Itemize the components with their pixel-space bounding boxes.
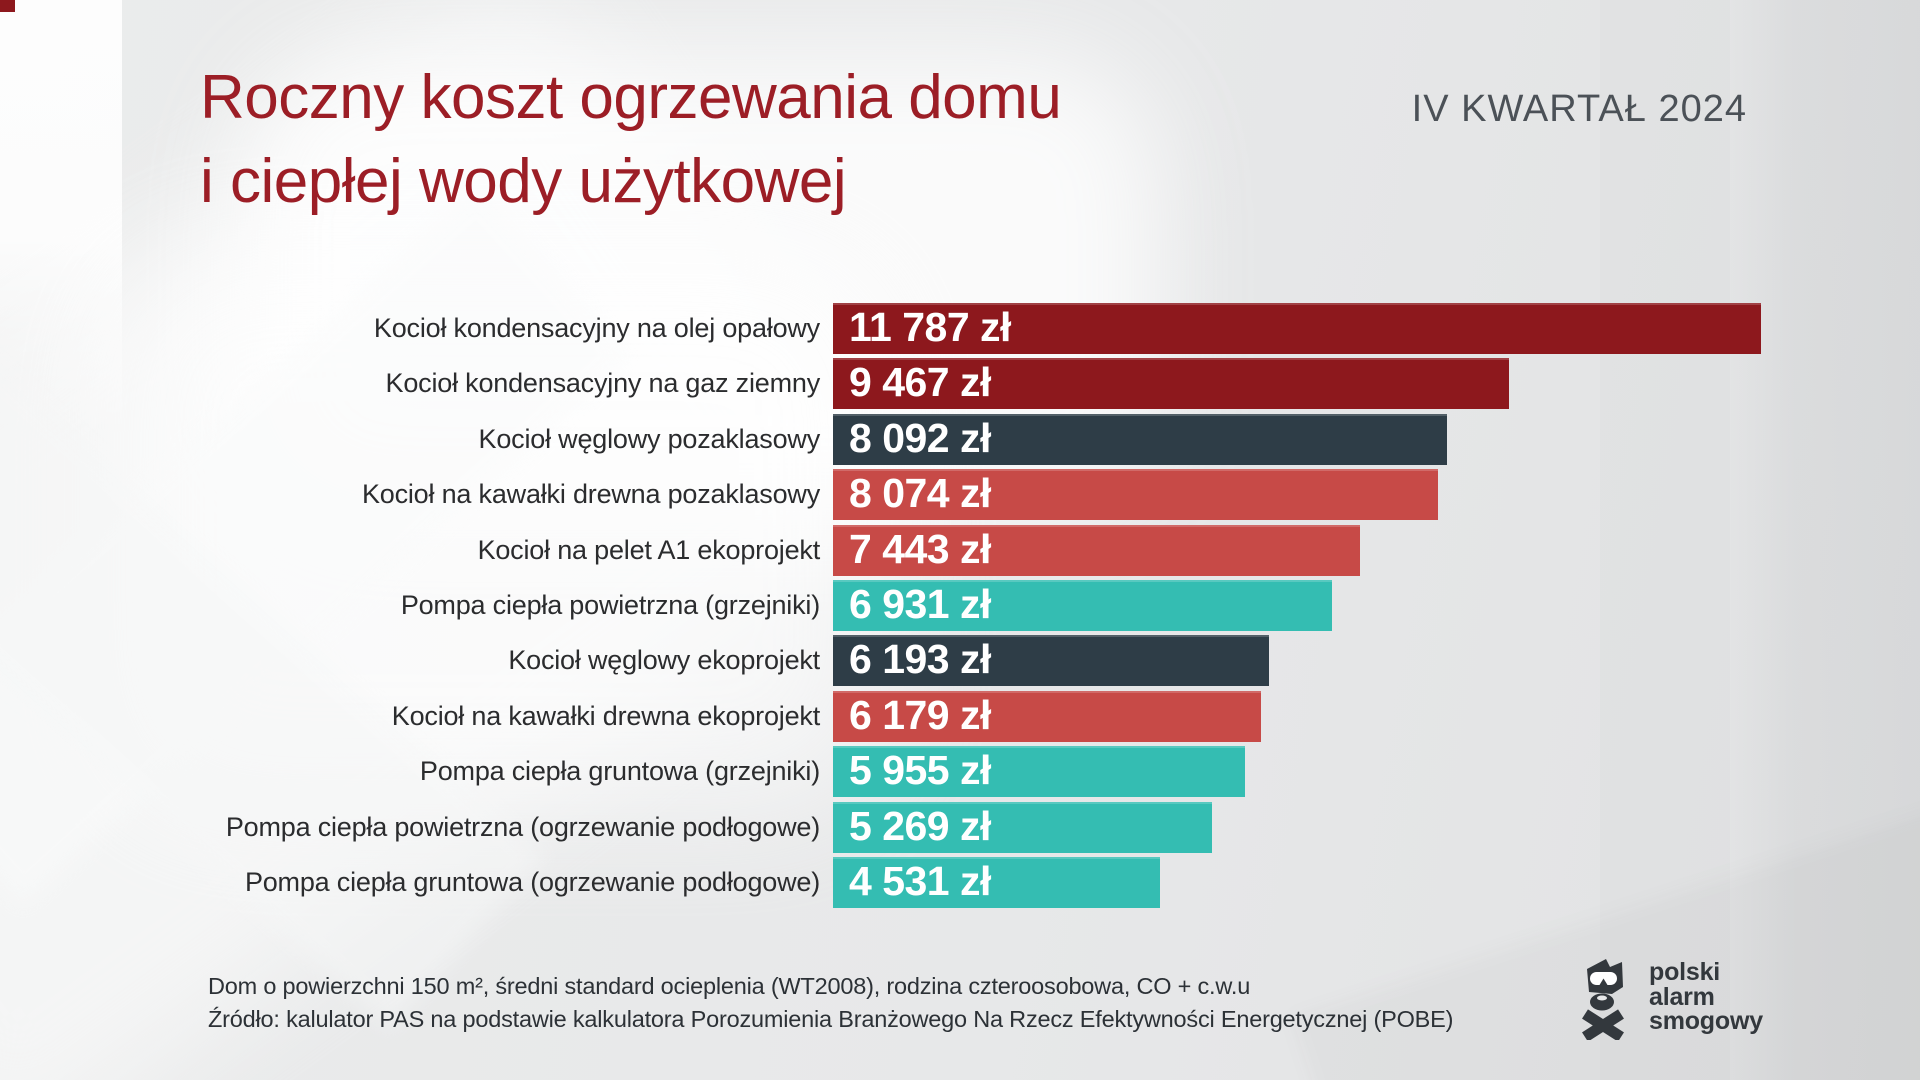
bar-value-label: 6 193 zł [849, 636, 991, 683]
bar-category-label: Pompa ciepła gruntowa (grzejniki) [419, 756, 820, 787]
bar-category-label: Kocioł kondensacyjny na gaz ziemny [385, 368, 821, 399]
bar-value-label: 6 179 zł [849, 691, 991, 738]
bar: 8 074 zł [833, 469, 1438, 521]
period-label: IV KWARTAŁ 2024 [1411, 88, 1747, 130]
gas-mask-skull-crossbones-icon [1582, 959, 1624, 1040]
bar: 6 193 zł [833, 635, 1269, 687]
bar-category-label: Kocioł węglowy ekoprojekt [508, 645, 820, 676]
brand-logo-line-3: smogowy [1649, 1007, 1763, 1035]
bar-category-label: Pompa ciepła powietrzna (ogrzewanie podł… [225, 811, 820, 842]
footnote: Dom o powierzchni 150 m², średni standar… [208, 970, 1453, 1036]
chart-row: Kocioł na pelet A1 ekoprojekt 7 443 zł [0, 524, 1761, 576]
footnote-line-1: Dom o powierzchni 150 m², średni standar… [208, 973, 1251, 999]
chart-row: Kocioł kondensacyjny na gaz ziemny 9 467 … [0, 358, 1761, 410]
bar-category-label: Kocioł węglowy pozaklasowy [478, 423, 821, 454]
chart-row: Pompa ciepła powietrzna (ogrzewanie podł… [0, 801, 1761, 853]
bar: 6 931 zł [833, 579, 1332, 631]
brand-logo: polski alarm smogowy [1581, 956, 1763, 1040]
bar-category-label: Kocioł kondensacyjny na olej opałowy [373, 313, 820, 343]
bar: 8 092 zł [833, 413, 1447, 465]
bar-value-label: 8 092 zł [849, 414, 991, 461]
bar-value-label: 4 531 zł [849, 857, 991, 904]
title-line-1: Roczny koszt ogrzewania domu [200, 63, 1062, 132]
chart-row: Kocioł kondensacyjny na olej opałowy 11 7… [0, 303, 1761, 354]
bar-category-label: Kocioł na kawałki drewna ekoprojekt [391, 700, 820, 731]
bar-value-label: 5 955 zł [849, 747, 991, 794]
chart-row: Kocioł węglowy ekoprojekt 6 193 zł [0, 635, 1761, 687]
brand-logo-line-2: alarm [1649, 982, 1715, 1011]
bar-value-label: 8 074 zł [849, 470, 991, 517]
bar: 4 531 zł [833, 856, 1160, 908]
chart-row: Kocioł węglowy pozaklasowy 8 092 zł [0, 413, 1761, 465]
bar: 7 443 zł [833, 524, 1360, 576]
background-shape [1728, 0, 1920, 1080]
bar: 11 787 zł [833, 303, 1761, 354]
bar-category-label: Pompa ciepła powietrzna (grzejniki) [400, 589, 820, 620]
chart-row: Kocioł na kawałki drewna ekoprojekt 6 179… [0, 690, 1761, 742]
chart-row: Pompa ciepła powietrzna (grzejniki) 6 931… [0, 579, 1761, 631]
bar-category-label: Kocioł na pelet A1 ekoprojekt [477, 534, 821, 565]
title-line-2: i ciepłej wody użytkowej [200, 147, 847, 216]
bar-value-label: 9 467 zł [849, 359, 991, 406]
bar-category-label: Kocioł na kawałki drewna pozaklasowy [361, 479, 820, 510]
footnote-line-2: Źródło: kalulator PAS na podstawie kalku… [208, 1006, 1454, 1032]
bar-chart: Kocioł kondensacyjny na olej opałowy 11 7… [0, 303, 1761, 908]
page-title: Roczny koszt ogrzewania domu i ciepłej w… [200, 56, 1062, 224]
bar-value-label: 11 787 zł [849, 304, 1011, 350]
bar: 9 467 zł [833, 358, 1509, 410]
bar-value-label: 5 269 zł [849, 802, 991, 849]
bar-category-label: Pompa ciepła gruntowa (ogrzewanie podłog… [244, 866, 820, 897]
bar: 5 955 zł [833, 746, 1245, 798]
bar-value-label: 7 443 zł [849, 525, 991, 572]
chart-row: Kocioł na kawałki drewna pozaklasowy 8 07… [0, 469, 1761, 521]
chart-row: Pompa ciepła gruntowa (ogrzewanie podłog… [0, 856, 1761, 908]
brand-logo-line-1: polski [1649, 958, 1721, 986]
chart-row: Pompa ciepła gruntowa (grzejniki) 5 955 z… [0, 746, 1761, 798]
bar-value-label: 6 931 zł [849, 580, 991, 627]
corner-accent [0, 0, 15, 12]
bar: 5 269 zł [833, 801, 1212, 853]
bar: 6 179 zł [833, 690, 1261, 742]
brand-logo-text: polski alarm smogowy [1649, 960, 1763, 1034]
